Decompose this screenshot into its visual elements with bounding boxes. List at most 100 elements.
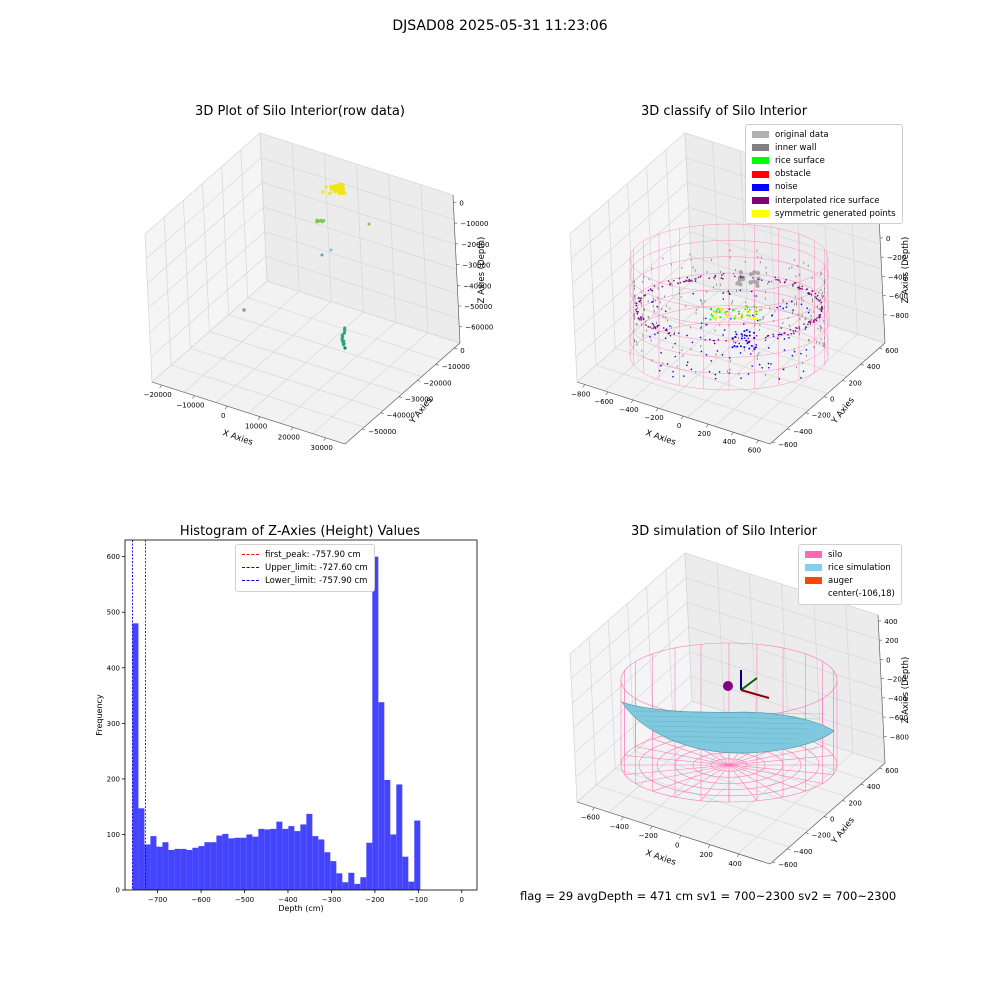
y-tick — [805, 832, 809, 834]
point — [807, 311, 810, 314]
point — [694, 277, 697, 280]
x-tick-label: −400 — [278, 896, 297, 904]
x-axis-label: Depth (cm) — [278, 904, 323, 913]
point — [798, 332, 800, 336]
point — [722, 334, 724, 336]
point — [798, 326, 800, 328]
point — [714, 329, 716, 332]
point — [823, 282, 825, 285]
point — [635, 308, 637, 311]
y-tick — [787, 428, 791, 431]
point — [754, 324, 756, 327]
point — [750, 290, 753, 293]
point — [686, 276, 689, 279]
point — [752, 314, 754, 317]
point — [755, 271, 760, 276]
point — [661, 308, 663, 311]
gridline — [262, 182, 456, 245]
gridline — [570, 577, 687, 679]
y-tick-label: 400 — [107, 664, 120, 672]
plot4-simulation-3d: −600−400−20002004006004002000−200−400−60… — [569, 552, 911, 869]
point — [801, 314, 803, 317]
point — [662, 315, 664, 319]
point — [646, 329, 648, 332]
point — [755, 308, 758, 311]
point — [728, 308, 731, 310]
point — [694, 280, 697, 282]
z-tick-label: −10000 — [460, 220, 488, 228]
z-axis-line — [452, 194, 461, 344]
point — [660, 364, 662, 367]
gridline — [573, 206, 689, 309]
point — [754, 346, 757, 349]
y-tick-label: 300 — [107, 720, 120, 728]
point — [821, 292, 823, 295]
point — [813, 319, 815, 322]
point — [823, 291, 825, 294]
point — [658, 369, 661, 372]
point — [713, 342, 716, 345]
legend-swatch — [805, 564, 822, 572]
y-tick-label: 200 — [107, 775, 120, 783]
point — [672, 346, 674, 349]
point — [796, 301, 797, 304]
point — [715, 283, 717, 286]
point — [669, 325, 671, 327]
point — [641, 313, 643, 316]
point — [801, 288, 804, 290]
point — [661, 285, 664, 288]
point — [782, 298, 784, 302]
point — [738, 282, 743, 287]
point — [816, 306, 818, 309]
gridline — [634, 331, 828, 394]
point — [727, 370, 728, 373]
point — [819, 299, 822, 301]
point — [710, 313, 713, 316]
point — [718, 371, 721, 373]
y-tick-label: 0 — [116, 887, 120, 895]
plot1-raw-data-3d: −20000 −10000 0 10000 20000 30000 0 −10000 −2000… — [144, 132, 493, 452]
point — [663, 295, 665, 298]
point — [744, 260, 746, 264]
gridline — [672, 297, 866, 361]
y-tick — [860, 783, 864, 786]
point — [739, 352, 742, 354]
point — [816, 317, 818, 319]
gridline — [264, 231, 458, 294]
gridline — [149, 231, 265, 333]
point — [792, 283, 794, 286]
point — [731, 302, 733, 305]
silo-spoke — [635, 764, 730, 784]
status-footer: flag = 29 avgDepth = 471 cm sv1 = 700~23… — [520, 889, 897, 903]
x-tick — [605, 391, 609, 396]
histogram-bar — [360, 877, 367, 890]
point — [757, 278, 760, 281]
point — [711, 315, 714, 318]
point — [735, 281, 740, 286]
gridline — [686, 577, 880, 640]
point — [634, 338, 635, 342]
point — [657, 287, 659, 290]
y-tick — [380, 412, 384, 414]
point — [650, 301, 653, 303]
point — [728, 357, 731, 359]
point — [703, 317, 705, 320]
histogram-bar — [312, 836, 319, 890]
x-tick-label: 0 — [675, 841, 679, 849]
point — [814, 296, 816, 298]
y-tick-label: 400 — [867, 363, 880, 371]
point — [780, 333, 783, 336]
point — [714, 318, 717, 321]
point — [820, 302, 822, 305]
point — [662, 327, 665, 329]
point — [741, 313, 743, 317]
point — [733, 340, 734, 343]
gridline — [572, 602, 688, 704]
point — [651, 359, 653, 362]
point — [709, 318, 712, 321]
point — [639, 301, 641, 304]
histogram-bar — [330, 861, 337, 890]
legend-swatch — [752, 131, 769, 139]
point — [817, 327, 819, 330]
legend-label: center(-106,18) — [828, 589, 895, 600]
